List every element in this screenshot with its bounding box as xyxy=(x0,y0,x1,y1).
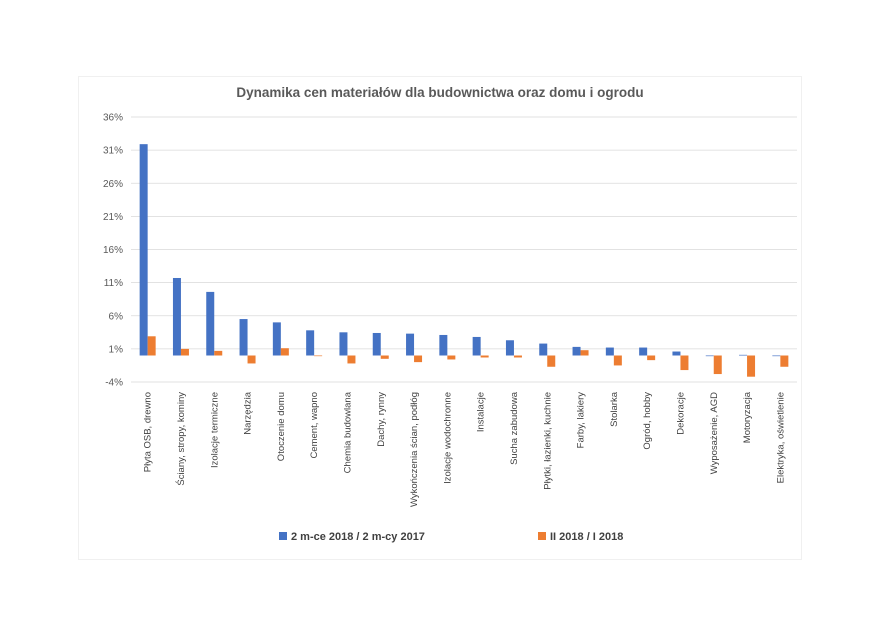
y-tick-label: 11% xyxy=(104,278,123,289)
legend-swatch-series-1 xyxy=(279,532,287,540)
bar-series-1 xyxy=(572,346,581,356)
bar-series-1 xyxy=(406,333,415,356)
x-axis-categories: Płyta OSB, drewno Ściany, stropy, kominy I… xyxy=(143,391,787,507)
legend-swatch-series-2 xyxy=(538,532,546,540)
x-category-label: Sucha zabudowa xyxy=(509,391,520,465)
bar-series-1 xyxy=(705,355,714,357)
bar-series-2 xyxy=(380,355,389,359)
chart-frame: Dynamika cen materiałów dla budownictwa … xyxy=(78,76,802,560)
bar-series-2 xyxy=(314,355,323,357)
bar-series-2 xyxy=(747,355,756,377)
bar-series-2 xyxy=(647,355,656,361)
bar-series-1 xyxy=(372,332,381,356)
y-tick-label: 31% xyxy=(103,146,123,157)
bar-series-2 xyxy=(513,355,522,358)
bar-series-1 xyxy=(272,322,281,356)
bar-series-2 xyxy=(280,348,289,356)
x-category-label: Dachy, rynny xyxy=(376,392,387,447)
legend: 2 m-ce 2018 / 2 m-cy 2017 II 2018 / I 20… xyxy=(279,531,623,543)
y-tick-label: 26% xyxy=(103,179,123,190)
x-category-label: Płyta OSB, drewno xyxy=(143,392,154,472)
chart-canvas: Dynamika cen materiałów dla budownictwa … xyxy=(103,85,797,543)
bar-series-2 xyxy=(180,348,189,356)
y-tick-label: 16% xyxy=(103,245,123,256)
bar-series-2 xyxy=(414,355,423,363)
x-category-label: Dekoracje xyxy=(675,392,686,435)
bar-series-1 xyxy=(306,330,315,356)
gridlines xyxy=(131,116,797,383)
bar-series-1 xyxy=(605,347,614,356)
bar-series-1 xyxy=(772,355,781,357)
bar-series-2 xyxy=(447,355,456,360)
bar-series-1 xyxy=(239,319,248,356)
x-category-label: Wyposażenie, AGD xyxy=(709,392,720,474)
bar-series-2 xyxy=(780,355,789,367)
x-category-label: Elektryka, oświetlenie xyxy=(775,392,786,483)
bar-series-1 xyxy=(739,354,748,356)
y-axis-ticks: 36% 31% 26% 21% 16% 11% 6% 1% -4% xyxy=(103,113,123,389)
bars xyxy=(139,144,789,377)
bar-series-1 xyxy=(505,340,514,356)
x-category-label: Narzędzia xyxy=(243,391,254,434)
x-category-label: Płytki, łazienki, kuchnie xyxy=(542,392,553,490)
x-category-label: Ogród, hobby xyxy=(642,392,653,450)
chart-title: Dynamika cen materiałów dla budownictwa … xyxy=(236,85,643,100)
y-tick-label: 6% xyxy=(109,311,124,322)
bar-series-1 xyxy=(339,332,348,356)
bar-series-1 xyxy=(139,144,148,356)
bar-series-2 xyxy=(680,355,689,371)
bar-series-1 xyxy=(172,277,181,356)
x-category-label: Wykończenia ścian, podłóg xyxy=(409,392,420,507)
bar-series-2 xyxy=(247,355,256,364)
bar-series-1 xyxy=(639,347,648,356)
x-category-label: Farby, lakiery xyxy=(576,392,587,449)
x-category-label: Ściany, stropy, kominy xyxy=(175,392,187,486)
legend-label-series-2: II 2018 / I 2018 xyxy=(550,531,623,543)
legend-label-series-1: 2 m-ce 2018 / 2 m-cy 2017 xyxy=(291,531,425,543)
y-tick-label: -4% xyxy=(105,378,123,389)
y-tick-label: 21% xyxy=(103,212,123,223)
bar-series-2 xyxy=(547,355,556,367)
bar-series-2 xyxy=(613,355,622,366)
bar-series-2 xyxy=(580,350,589,356)
x-category-label: Stolarka xyxy=(609,391,620,427)
x-category-label: Otoczenie domu xyxy=(276,392,287,461)
y-tick-label: 36% xyxy=(103,113,123,124)
bar-series-1 xyxy=(439,334,448,356)
bar-series-2 xyxy=(214,350,223,356)
bar-series-1 xyxy=(539,343,548,356)
x-category-label: Izolacje termiczne xyxy=(209,392,220,468)
x-category-label: Instalacje xyxy=(476,392,487,432)
bar-series-2 xyxy=(147,336,156,356)
x-category-label: Motoryzacja xyxy=(742,391,753,443)
bar-series-1 xyxy=(672,351,681,356)
bar-series-1 xyxy=(472,336,481,356)
bar-series-2 xyxy=(347,355,356,364)
x-category-label: Cement, wapno xyxy=(309,392,320,459)
y-tick-label: 1% xyxy=(109,344,124,355)
x-category-label: Chemia budowlana xyxy=(342,391,353,473)
bar-series-1 xyxy=(206,291,215,356)
bar-series-2 xyxy=(713,355,722,375)
bar-series-2 xyxy=(480,355,489,358)
x-category-label: Izolacje wodochronne xyxy=(442,392,453,484)
